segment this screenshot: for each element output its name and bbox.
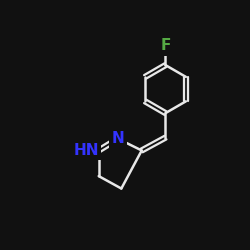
Text: F: F [160,38,171,53]
Text: HN: HN [73,143,99,158]
Text: N: N [112,131,124,146]
